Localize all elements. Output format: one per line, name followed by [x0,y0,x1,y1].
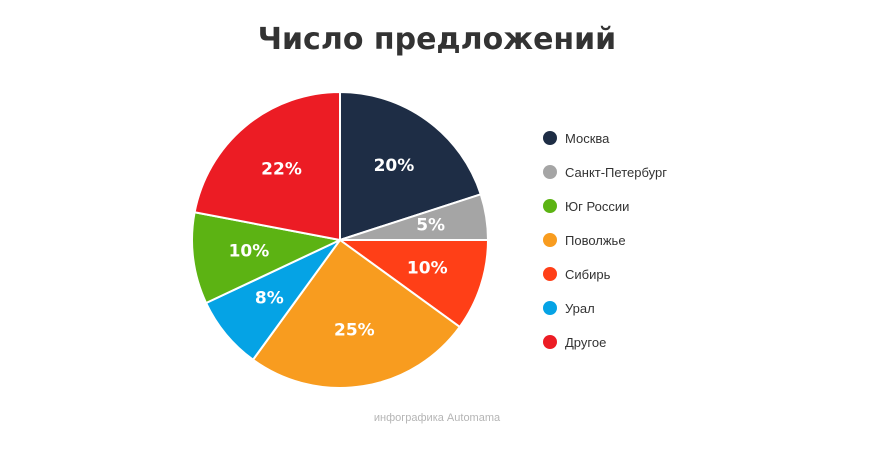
infographic-credit: инфографика Automama [373,412,501,424]
legend-swatch [543,199,557,213]
slice-2-label: 25% [334,321,375,341]
legend-label: Юг России [565,198,630,214]
slice-3-label: 10% [407,258,448,278]
slice-5-label: 10% [229,242,270,262]
slice-2 [252,239,461,389]
slice-0 [339,91,482,241]
legend-label: Урал [565,300,595,316]
slice-5 [191,211,341,305]
legend-swatch [543,233,557,247]
legend-swatch [543,267,557,281]
legend-item-6: Другое [543,325,667,359]
legend-item-5: Юг России [543,189,667,223]
slice-6 [193,91,341,241]
legend-swatch [543,301,557,315]
legend-item-2: Поволжье [543,223,667,257]
legend-item-1: Санкт-Петербург [543,155,667,189]
legend-item-0: Москва [543,121,667,155]
chart-title: Число предложений [257,22,617,57]
chart-legend: Москва Санкт-Петербург Юг России Поволжье Си… [543,121,667,359]
pie-chart: 20% 5% 10% 25% 8% 10% 22% [191,91,489,389]
slice-3 [339,239,489,328]
legend-label: Другое [565,334,607,350]
legend-item-4: Урал [543,291,667,325]
slice-6-label: 22% [261,159,302,179]
legend-label: Поволжье [565,232,626,248]
legend-item-3: Сибирь [543,257,667,291]
legend-label: Сибирь [565,266,611,282]
legend-label: Москва [565,130,610,146]
slice-0-label: 20% [374,156,415,176]
legend-swatch [543,131,557,145]
legend-swatch [543,335,557,349]
legend-swatch [543,165,557,179]
legend-label: Санкт-Петербург [565,164,667,180]
slice-4-label: 8% [255,288,284,308]
slice-1-label: 5% [416,216,445,236]
